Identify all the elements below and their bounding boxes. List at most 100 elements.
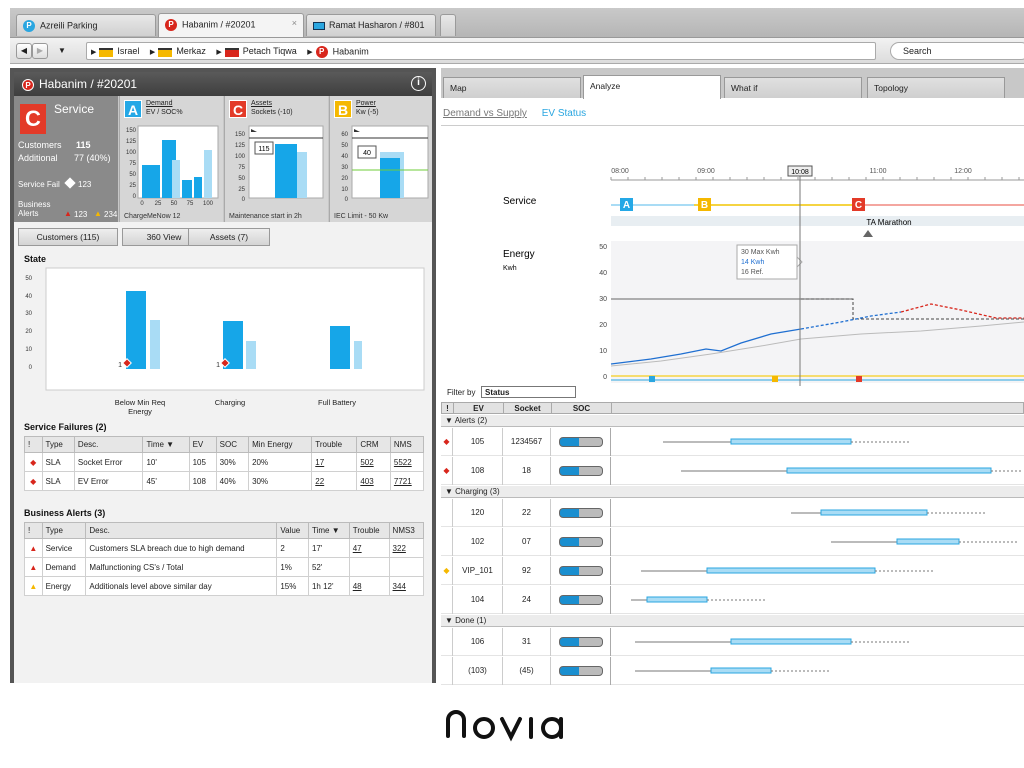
- bar-note: 1: [118, 362, 122, 369]
- x-tick: 75: [187, 201, 194, 207]
- column-header[interactable]: Trouble: [348, 522, 390, 539]
- ev-status-link[interactable]: EV Status: [541, 108, 587, 119]
- filter-select[interactable]: Status: [481, 386, 576, 398]
- browser-tab-habanim[interactable]: P Habanim / #20201 ×: [158, 13, 304, 37]
- y-tick: 50: [341, 143, 348, 149]
- bar: [380, 158, 400, 198]
- parking-icon: P: [23, 20, 35, 32]
- alerts-yellow-value: 234: [104, 210, 118, 219]
- list-item[interactable]: 104 24: [441, 586, 1024, 614]
- breadcrumb-israel[interactable]: ▶ Israel: [91, 46, 140, 57]
- tab-what-if[interactable]: What if: [724, 77, 862, 98]
- assets-subtitle: Sockets (-10): [251, 109, 293, 116]
- close-icon[interactable]: ×: [291, 18, 297, 28]
- list-item[interactable]: 106 31: [441, 628, 1024, 656]
- x-tick: 25: [155, 201, 162, 207]
- table-cell[interactable]: 22: [311, 471, 358, 491]
- table-cell[interactable]: 17: [311, 452, 358, 472]
- column-header[interactable]: NMS3: [388, 522, 425, 539]
- table-cell[interactable]: [348, 557, 390, 577]
- severity-icon: ▲: [24, 557, 43, 577]
- column-header[interactable]: Value: [276, 522, 309, 539]
- table-cell[interactable]: 48: [348, 576, 390, 596]
- service-failures-title: Service Failures (2): [24, 422, 107, 432]
- list-item[interactable]: 102 07: [441, 528, 1024, 556]
- bar: [223, 321, 243, 369]
- column-header[interactable]: EV: [188, 436, 217, 453]
- socket-cell: 24: [503, 586, 551, 614]
- column-header[interactable]: Type: [41, 522, 87, 539]
- column-header[interactable]: Time ▼: [142, 436, 190, 453]
- column-header[interactable]: Min Energy: [248, 436, 313, 453]
- back-button[interactable]: ◀: [16, 43, 32, 59]
- table-cell[interactable]: [388, 557, 425, 577]
- column-header[interactable]: !: [24, 522, 43, 539]
- search-input[interactable]: Search: [890, 42, 1024, 60]
- service-kpi[interactable]: C Service Customers 115 Additional 77 (4…: [14, 96, 118, 222]
- table-cell[interactable]: 5522: [389, 452, 425, 472]
- column-header[interactable]: NMS: [389, 436, 425, 453]
- site-panel: P Habanim / #20201 i C Service Customers …: [10, 68, 436, 683]
- demand-vs-supply-link[interactable]: Demand vs Supply: [443, 108, 527, 119]
- column-header[interactable]: EV: [454, 403, 504, 414]
- table-cell[interactable]: 344: [388, 576, 425, 596]
- power-subtitle: Kw (-5): [356, 109, 379, 116]
- y-tick: 25: [238, 187, 245, 193]
- column-header[interactable]: !: [442, 403, 454, 414]
- column-header[interactable]: Time ▼: [307, 522, 350, 539]
- browser-tab-azreili[interactable]: P Azreili Parking: [16, 14, 156, 36]
- column-header[interactable]: !: [24, 436, 43, 453]
- bar: [354, 341, 362, 369]
- battery-soc-icon: [551, 499, 611, 527]
- column-header[interactable]: SOC: [215, 436, 250, 453]
- breadcrumb-petach-tiqwa[interactable]: ▶ Petach Tiqwa: [216, 46, 297, 57]
- demand-kpi[interactable]: A Demand EV / SOC% 150 125 100 75 50 25 …: [119, 96, 223, 222]
- tab-customers[interactable]: Customers (115): [18, 228, 118, 246]
- breadcrumb-merkaz[interactable]: ▶ Merkaz: [149, 46, 206, 57]
- table-cell[interactable]: 47: [348, 538, 390, 558]
- power-kpi[interactable]: B Power Kw (-5) 60 50 40 30 20 10 0: [329, 96, 432, 222]
- table-cell[interactable]: 322: [388, 538, 425, 558]
- battery-soc-icon: [551, 557, 611, 585]
- tab-analyze[interactable]: Analyze: [583, 75, 721, 99]
- browser-tab-ramat-hasharon[interactable]: Ramat Hasharon / #801: [306, 14, 436, 36]
- table-cell: 10': [142, 452, 190, 472]
- new-tab-button[interactable]: [440, 14, 456, 36]
- tab-assets[interactable]: Assets (7): [188, 228, 270, 246]
- list-item[interactable]: ◆ 108 18: [441, 457, 1024, 485]
- forward-button[interactable]: ▶: [32, 43, 48, 59]
- history-menu-icon[interactable]: ▼: [58, 46, 66, 55]
- tab-map[interactable]: Map: [443, 77, 581, 98]
- column-header[interactable]: Trouble: [311, 436, 358, 453]
- group-header[interactable]: ▼ Done (1): [441, 615, 1024, 627]
- list-item[interactable]: 120 22: [441, 499, 1024, 527]
- column-header[interactable]: SOC: [552, 403, 612, 414]
- column-header[interactable]: Desc.: [85, 522, 278, 539]
- y-tick: 30: [25, 311, 32, 317]
- table-cell[interactable]: 7721: [389, 471, 425, 491]
- table-row[interactable]: ▲ Demand Malfunctioning CS's / Total 1% 52': [24, 557, 425, 577]
- tab-topology[interactable]: Topology: [867, 77, 1005, 98]
- list-item[interactable]: ◆ 105 1234567: [441, 428, 1024, 456]
- column-header[interactable]: Socket: [504, 403, 552, 414]
- breadcrumb-habanim[interactable]: ▶ P Habanim: [307, 46, 369, 58]
- info-icon[interactable]: i: [411, 76, 426, 91]
- group-header[interactable]: ▼ Alerts (2): [441, 415, 1024, 427]
- y-tick: 75: [129, 161, 136, 167]
- column-header[interactable]: CRM: [356, 436, 391, 453]
- table-row[interactable]: ◆ SLA Socket Error 10' 105 30% 20% 17 502 5522: [24, 452, 425, 472]
- table-row[interactable]: ▲ Service Customers SLA breach due to high…: [24, 538, 425, 558]
- table-cell[interactable]: 502: [356, 452, 391, 472]
- column-header[interactable]: Desc.: [73, 436, 144, 453]
- column-header[interactable]: Type: [41, 436, 75, 453]
- marathon-event-label: TA Marathon: [866, 218, 911, 227]
- state-title: State: [24, 254, 47, 264]
- table-row[interactable]: ◆ SLA EV Error 45' 108 40% 30% 22 403 7721: [24, 471, 425, 491]
- table-row[interactable]: ▲ Energy Additionals level above similar d…: [24, 576, 425, 596]
- table-cell[interactable]: 403: [356, 471, 391, 491]
- max-forecast-line: [801, 298, 1024, 320]
- list-item[interactable]: (103) (45): [441, 657, 1024, 685]
- list-item[interactable]: ◆ VIP_101 92: [441, 557, 1024, 585]
- group-header[interactable]: ▼ Charging (3): [441, 486, 1024, 498]
- assets-kpi[interactable]: C Assets Sockets (-10) 150 125 100 75 50…: [224, 96, 328, 222]
